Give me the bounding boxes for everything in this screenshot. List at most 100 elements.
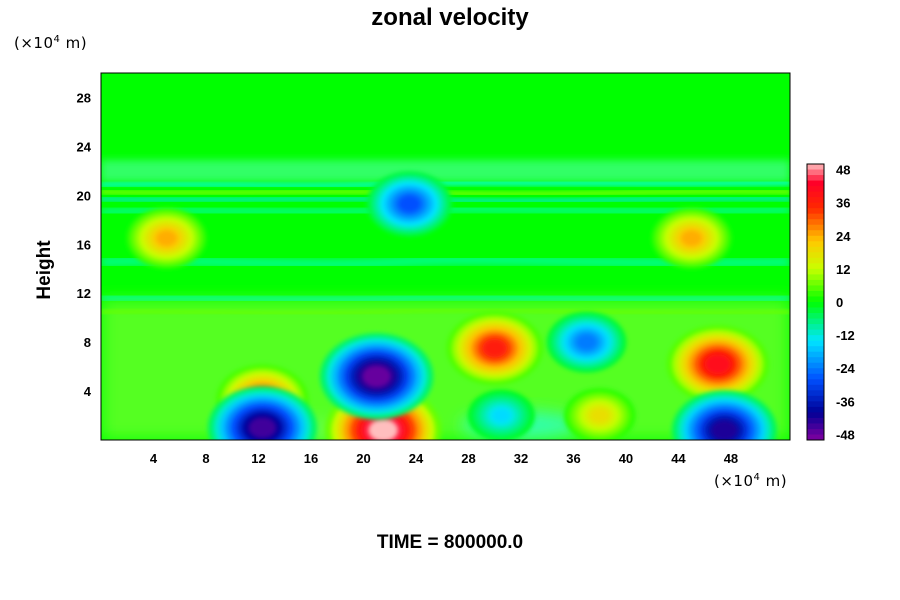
chart-title: zonal velocity xyxy=(371,4,529,31)
colorbar-segment xyxy=(807,274,824,281)
velocity-feature xyxy=(446,311,544,386)
colorbar-segment xyxy=(807,368,824,375)
layer-line xyxy=(101,294,790,302)
colorbar-segment xyxy=(807,313,824,320)
colorbar-segment xyxy=(807,230,824,237)
y-axis-unit: (×104 m) xyxy=(14,34,88,52)
y-tick-label: 12 xyxy=(77,286,91,301)
colorbar-segment xyxy=(807,191,824,198)
y-tick-label: 16 xyxy=(77,237,91,252)
feature-contour xyxy=(248,417,277,439)
time-footer: TIME = 800000.0 xyxy=(376,532,524,553)
x-axis-unit: (×104 m) xyxy=(714,472,788,490)
colorbar-segment xyxy=(807,318,824,325)
colorbar-segment xyxy=(807,285,824,292)
colorbar-segment xyxy=(807,406,824,413)
colorbar-segment xyxy=(807,235,824,242)
y-axis-ticks: 4 8 12 16 20 24 28 xyxy=(77,90,92,399)
colorbar-tick-label: 36 xyxy=(836,196,850,211)
colorbar-segment xyxy=(807,246,824,253)
colorbar-segment xyxy=(807,428,824,435)
colorbar-tick-label: 12 xyxy=(836,262,850,277)
velocity-feature xyxy=(366,171,453,237)
x-axis-ticks: 4 8 12 16 20 24 28 32 36 40 44 48 xyxy=(150,451,738,466)
y-tick-label: 28 xyxy=(77,90,91,105)
colorbar-segment xyxy=(807,257,824,264)
colorbar-segment xyxy=(807,335,824,342)
colorbar-segment xyxy=(807,340,824,347)
x-tick-label: 28 xyxy=(461,451,475,466)
colorbar-segment xyxy=(807,362,824,369)
feature-contour xyxy=(681,230,702,246)
y-tick-label: 20 xyxy=(77,188,91,203)
colorbar-segment xyxy=(807,423,824,430)
feature-contour xyxy=(156,230,177,246)
colorbar xyxy=(806,163,825,441)
colorbar-segment xyxy=(807,357,824,364)
layer-band xyxy=(101,160,790,182)
colorbar-segment xyxy=(807,302,824,309)
colorbar-segment xyxy=(807,241,824,248)
colorbar-segment xyxy=(807,219,824,226)
feature-contour xyxy=(368,418,399,440)
velocity-feature xyxy=(467,389,535,440)
colorbar-segment xyxy=(807,329,824,336)
velocity-features xyxy=(126,171,777,440)
colorbar-tick-label: 48 xyxy=(836,163,850,178)
colorbar-segment xyxy=(807,180,824,187)
colorbar-segment xyxy=(807,324,824,331)
colorbar-segment xyxy=(807,401,824,408)
x-tick-label: 12 xyxy=(251,451,265,466)
colorbar-segment xyxy=(807,346,824,353)
colorbar-segment xyxy=(807,279,824,286)
colorbar-segment xyxy=(807,384,824,391)
x-tick-label: 32 xyxy=(514,451,528,466)
x-tick-label: 44 xyxy=(671,451,686,466)
colorbar-segment xyxy=(807,379,824,386)
x-tick-label: 4 xyxy=(150,451,158,466)
y-tick-label: 4 xyxy=(84,384,92,399)
colorbar-segment xyxy=(807,252,824,259)
feature-contour xyxy=(362,365,392,388)
colorbar-segment xyxy=(807,224,824,231)
y-tick-label: 8 xyxy=(84,335,91,350)
feature-contour xyxy=(398,195,421,213)
colorbar-tick-label: -36 xyxy=(836,394,855,409)
colorbar-tick-label: 24 xyxy=(836,229,851,244)
colorbar-segment xyxy=(807,202,824,209)
velocity-feature xyxy=(207,386,318,440)
colorbar-tick-label: 0 xyxy=(836,295,843,310)
x-tick-label: 48 xyxy=(724,451,738,466)
feature-contour xyxy=(482,338,508,358)
colorbar-segment xyxy=(807,412,824,419)
feature-contour xyxy=(492,408,510,423)
feature-contour xyxy=(710,419,738,440)
colorbar-frame xyxy=(806,163,825,441)
colorbar-tick-label: -48 xyxy=(836,427,855,442)
layer-line xyxy=(101,308,790,316)
feature-contour xyxy=(704,354,731,375)
x-tick-label: 16 xyxy=(304,451,318,466)
velocity-feature xyxy=(651,207,732,269)
colorbar-segment xyxy=(807,417,824,424)
colorbar-segment xyxy=(807,268,824,275)
layer-line xyxy=(101,255,790,269)
colorbar-tick-label: -12 xyxy=(836,328,855,343)
x-tick-label: 20 xyxy=(356,451,370,466)
colorbar-segment xyxy=(807,175,824,182)
colorbar-segment xyxy=(807,186,824,193)
feature-contour xyxy=(590,408,609,423)
y-tick-label: 24 xyxy=(77,139,92,154)
velocity-feature xyxy=(319,333,434,420)
colorbar-tick-label: -24 xyxy=(836,361,856,376)
velocity-feature xyxy=(126,207,207,269)
colorbar-segment xyxy=(807,197,824,204)
colorbar-segment xyxy=(807,395,824,402)
velocity-feature xyxy=(546,311,627,373)
colorbar-segment xyxy=(807,263,824,270)
velocity-feature xyxy=(671,390,777,440)
colorbar-segment xyxy=(807,213,824,220)
colorbar-segment xyxy=(807,434,824,441)
colorbar-segment xyxy=(807,351,824,358)
